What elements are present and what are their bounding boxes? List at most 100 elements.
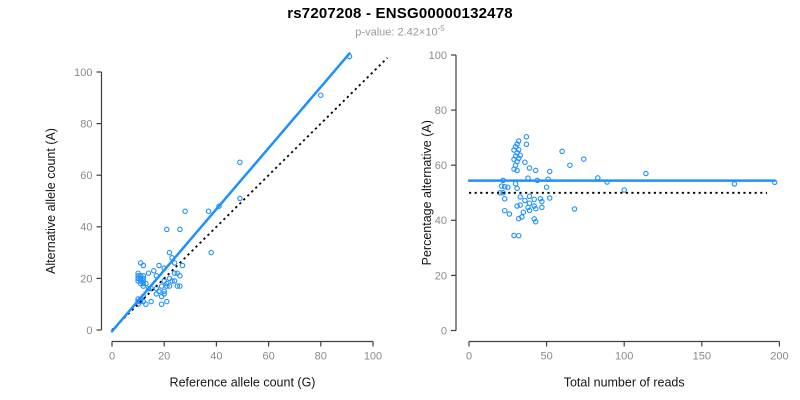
scatter-point: [526, 165, 533, 171]
y-tick-label: 0: [441, 325, 447, 337]
scatter-point: [643, 170, 649, 177]
scatter-point: [511, 147, 517, 153]
percentage-vs-reads-scatter: 0 20 40 60 80 100 0 50 100 150 200 Total number of …: [420, 50, 789, 390]
scatter-point: [140, 283, 147, 289]
scatter-point: [537, 196, 544, 202]
identity-line: [111, 57, 389, 331]
scatter-point: [182, 208, 188, 215]
scatter-point: [512, 180, 519, 187]
y-tick-label: 60: [435, 160, 447, 172]
scatter-point: [523, 141, 530, 148]
y-axis-title: Percentage alternative (A): [420, 120, 434, 265]
scatter-point: [216, 203, 222, 209]
scatter-point: [166, 283, 173, 289]
x-tick-label: 150: [693, 351, 711, 363]
scatter-point: [517, 194, 523, 200]
scatter-point: [546, 168, 553, 175]
scatter-point: [501, 183, 508, 190]
x-tick-label: 100: [364, 351, 382, 363]
x-tick-label: 80: [315, 351, 327, 363]
scatter-point: [514, 203, 520, 209]
scatter-point: [166, 249, 173, 256]
scatter-point: [511, 156, 517, 163]
scatter-point: [531, 203, 537, 209]
y-tick-label: 40: [435, 215, 447, 227]
scatter-point: [164, 298, 170, 305]
y-tick-label: 80: [435, 105, 447, 117]
scatter-point: [525, 204, 531, 211]
y-tick-label: 80: [80, 119, 92, 131]
scatter-point: [539, 198, 545, 205]
scatter-point: [531, 196, 537, 203]
scatter-point: [531, 216, 537, 222]
scatter-point: [520, 209, 527, 216]
scatter-point: [148, 298, 154, 305]
scatter-point: [511, 166, 517, 172]
scatter-point: [511, 232, 517, 239]
x-axis-title: Reference allele count (G): [170, 376, 316, 390]
chart-subtitle: p-value: 2.42×10-5: [0, 24, 800, 39]
scatter-point: [621, 187, 627, 193]
scatter-point: [237, 159, 243, 166]
scatter-point: [171, 278, 178, 284]
scatter-point: [501, 196, 508, 202]
fit-line: [110, 52, 351, 333]
y-axis-title: Alternative allele count (A): [44, 128, 58, 274]
y-tick-label: 40: [80, 222, 92, 234]
scatter-point: [567, 162, 573, 168]
x-tick-label: 20: [158, 351, 170, 363]
scatter-point: [169, 278, 175, 284]
chart-title: rs7207208 - ENSG00000132478: [287, 5, 513, 22]
x-tick-label: 60: [262, 351, 274, 363]
scatter-point: [501, 207, 508, 214]
y-tick-label: 100: [429, 50, 447, 62]
scatter-point: [526, 193, 533, 200]
scatter-point: [140, 262, 147, 269]
scatter-point: [174, 283, 181, 289]
scatter-point: [161, 278, 167, 284]
scatter-point: [532, 218, 539, 225]
scatter-point: [158, 283, 165, 289]
scatter-point: [177, 283, 183, 289]
scatter-point: [498, 183, 505, 189]
scatter-point: [156, 288, 162, 295]
scatter-point: [137, 260, 144, 266]
scatter-point: [158, 301, 165, 307]
y-tick-label: 60: [80, 170, 92, 182]
scatter-point: [505, 184, 511, 190]
scatter-point: [500, 190, 506, 196]
scatter-point: [156, 262, 162, 269]
scatter-point: [523, 134, 530, 140]
scatter-point: [532, 205, 539, 212]
scatter-point: [151, 267, 157, 274]
scatter-point: [205, 208, 212, 215]
scatter-point: [177, 226, 183, 233]
scatter-point: [514, 167, 520, 174]
scatter-point: [143, 301, 149, 307]
scatter-point: [515, 232, 522, 239]
x-tick-label: 40: [210, 351, 222, 363]
scatter-point: [140, 280, 147, 287]
y-tick-label: 100: [74, 67, 92, 79]
scatter-point: [514, 141, 520, 147]
scatter-point: [164, 226, 170, 233]
scatter-point: [519, 214, 525, 220]
scatter-point: [208, 249, 214, 256]
y-tick-label: 0: [86, 325, 92, 337]
scatter-point: [539, 204, 545, 211]
scatter-point: [145, 270, 152, 276]
scatter-point: [546, 195, 553, 201]
scatter-point: [177, 273, 183, 279]
scatter-point: [581, 156, 587, 162]
scatter-point: [179, 262, 186, 269]
scatter-point: [571, 206, 578, 212]
scatter-point: [158, 293, 165, 300]
x-axis-title: Total number of reads: [564, 376, 685, 390]
scatter-point: [171, 270, 178, 276]
y-tick-label: 20: [435, 270, 447, 282]
x-tick-label: 200: [770, 351, 788, 363]
allele-count-scatter: 0 20 40 60 80 100 0 20 40 60 80 100 Reference allele…: [44, 52, 389, 390]
scatter-point: [318, 92, 324, 98]
scatter-point: [543, 184, 550, 190]
scatter-point: [153, 291, 160, 297]
